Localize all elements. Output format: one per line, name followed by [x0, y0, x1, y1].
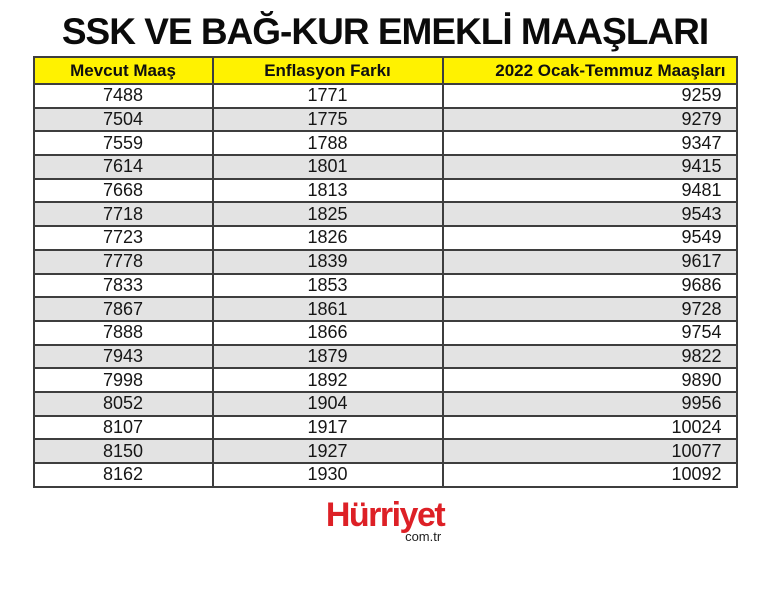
- table-header-row: Mevcut Maaş Enflasyon Farkı 2022 Ocak-Te…: [32, 56, 738, 85]
- inflation-difference-cell: 1861: [211, 296, 444, 322]
- new-salary-cell: 9549: [441, 225, 738, 251]
- current-salary-cell: 7867: [32, 296, 214, 322]
- new-salary-cell: 9686: [441, 272, 738, 299]
- current-salary-cell: 7998: [32, 367, 214, 393]
- table-body: 7488 1771 9259 7504 1775 9279 7559 1788 9347 7614…: [32, 83, 738, 488]
- new-salary-cell: 9822: [441, 343, 738, 370]
- table-row: 7504 1775 9279: [32, 106, 738, 133]
- table-row: 7888 1866 9754: [32, 319, 738, 346]
- inflation-difference-cell: 1866: [211, 319, 444, 346]
- new-salary-cell: 9728: [441, 296, 738, 322]
- table-row: 7668 1813 9481: [32, 177, 738, 204]
- current-salary-cell: 7943: [32, 343, 214, 370]
- new-salary-cell: 9481: [441, 177, 738, 204]
- page-title: SSK VE BAĞ-KUR EMEKLİ MAAŞLARI: [61, 11, 709, 52]
- new-salary-cell: 9543: [441, 201, 738, 228]
- inflation-difference-cell: 1825: [211, 201, 444, 228]
- current-salary-cell: 7614: [32, 154, 214, 180]
- current-salary-cell: 7723: [32, 225, 214, 251]
- current-salary-cell: 7668: [32, 177, 214, 204]
- new-salary-cell: 9259: [441, 83, 738, 109]
- table-row: 8107 1917 10024: [32, 414, 738, 441]
- inflation-difference-cell: 1801: [211, 154, 444, 180]
- column-header-current-salary: Mevcut Maaş: [32, 56, 214, 85]
- table-row: 7559 1788 9347: [32, 130, 738, 157]
- current-salary-cell: 7833: [32, 272, 214, 299]
- inflation-difference-cell: 1771: [211, 83, 444, 109]
- column-header-inflation-difference: Enflasyon Farkı: [211, 56, 444, 85]
- current-salary-cell: 7559: [32, 130, 214, 157]
- table-row: 7998 1892 9890: [32, 367, 738, 393]
- current-salary-cell: 7488: [32, 83, 214, 109]
- inflation-difference-cell: 1879: [211, 343, 444, 370]
- table-row: 7718 1825 9543: [32, 201, 738, 228]
- inflation-difference-cell: 1839: [211, 248, 444, 275]
- new-salary-cell: 9347: [441, 130, 738, 157]
- inflation-difference-cell: 1775: [211, 106, 444, 133]
- table-row: 7833 1853 9686: [32, 272, 738, 299]
- table-row: 7943 1879 9822: [32, 343, 738, 370]
- inflation-difference-cell: 1917: [211, 414, 444, 441]
- new-salary-cell: 10024: [441, 414, 738, 441]
- current-salary-cell: 8162: [32, 462, 214, 488]
- current-salary-cell: 7888: [32, 319, 214, 346]
- new-salary-cell: 9279: [441, 106, 738, 133]
- inflation-difference-cell: 1826: [211, 225, 444, 251]
- table-row: 7778 1839 9617: [32, 248, 738, 275]
- new-salary-cell: 10092: [441, 462, 738, 488]
- new-salary-cell: 9890: [441, 367, 738, 393]
- logo-domain-text: com.tr: [405, 528, 442, 544]
- inflation-difference-cell: 1927: [211, 438, 444, 464]
- table-row: 8052 1904 9956: [32, 390, 738, 417]
- new-salary-cell: 9754: [441, 319, 738, 346]
- inflation-difference-cell: 1904: [211, 390, 444, 417]
- table-row: 7614 1801 9415: [32, 154, 738, 180]
- current-salary-cell: 7778: [32, 248, 214, 275]
- table-row: 8162 1930 10092: [32, 462, 738, 488]
- table-row: 7867 1861 9728: [32, 296, 738, 322]
- hurriyet-logo: Hürriyet com.tr: [325, 495, 446, 544]
- inflation-difference-cell: 1813: [211, 177, 444, 204]
- column-header-2022-jan-jul-salary: 2022 Ocak-Temmuz Maaşları: [441, 56, 738, 85]
- inflation-difference-cell: 1853: [211, 272, 444, 299]
- new-salary-cell: 9415: [441, 154, 738, 180]
- new-salary-cell: 10077: [441, 438, 738, 464]
- salary-table: Mevcut Maaş Enflasyon Farkı 2022 Ocak-Te…: [32, 56, 738, 488]
- inflation-difference-cell: 1892: [211, 367, 444, 393]
- current-salary-cell: 8107: [32, 414, 214, 441]
- table-row: 7488 1771 9259: [32, 83, 738, 109]
- table-row: 7723 1826 9549: [32, 225, 738, 251]
- inflation-difference-cell: 1788: [211, 130, 444, 157]
- new-salary-cell: 9617: [441, 248, 738, 275]
- current-salary-cell: 8150: [32, 438, 214, 464]
- current-salary-cell: 8052: [32, 390, 214, 417]
- hurriyet-wordmark: Hürriyet: [325, 495, 446, 534]
- new-salary-cell: 9956: [441, 390, 738, 417]
- current-salary-cell: 7718: [32, 201, 214, 228]
- inflation-difference-cell: 1930: [211, 462, 444, 488]
- current-salary-cell: 7504: [32, 106, 214, 133]
- table-row: 8150 1927 10077: [32, 438, 738, 464]
